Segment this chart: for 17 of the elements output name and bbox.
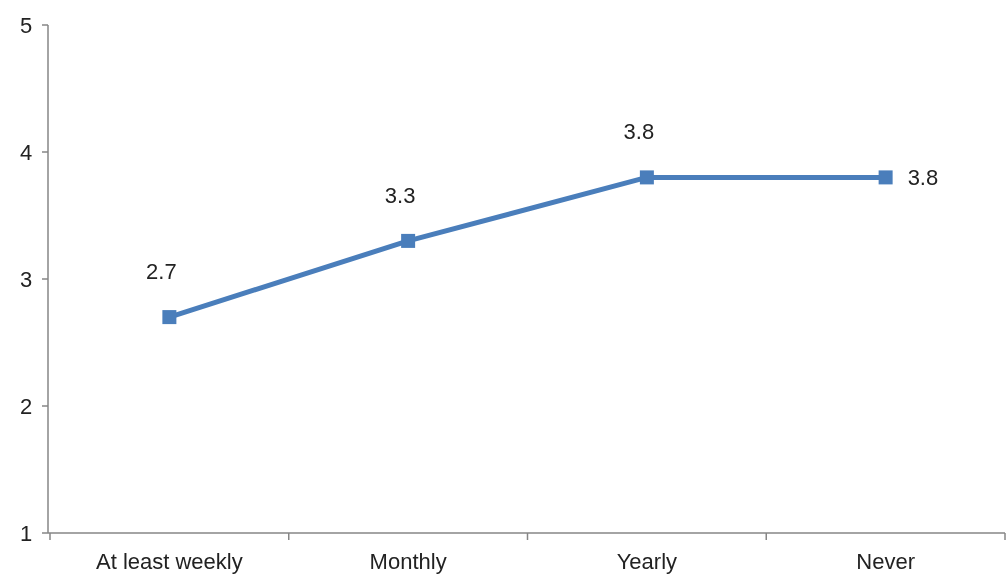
point xyxy=(878,170,893,185)
point xyxy=(639,170,654,185)
y-tick-label: 1 xyxy=(19,520,33,546)
data-label: 3.8 xyxy=(907,165,939,191)
x-tick-label: Never xyxy=(856,549,915,574)
x-tick-label: At least weekly xyxy=(96,549,243,574)
y-tick-label: 2 xyxy=(19,393,33,419)
point xyxy=(162,310,177,325)
y-tick-label: 3 xyxy=(19,266,33,292)
data-label: 3.3 xyxy=(384,182,416,208)
y-tick-label: 5 xyxy=(19,12,33,38)
point xyxy=(401,233,416,248)
data-label: 3.8 xyxy=(623,119,655,145)
x-tick-label: Monthly xyxy=(369,549,447,574)
data-label: 2.7 xyxy=(146,259,177,285)
x-tick-label: Yearly xyxy=(616,549,678,574)
y-tick-label: 4 xyxy=(19,139,33,165)
